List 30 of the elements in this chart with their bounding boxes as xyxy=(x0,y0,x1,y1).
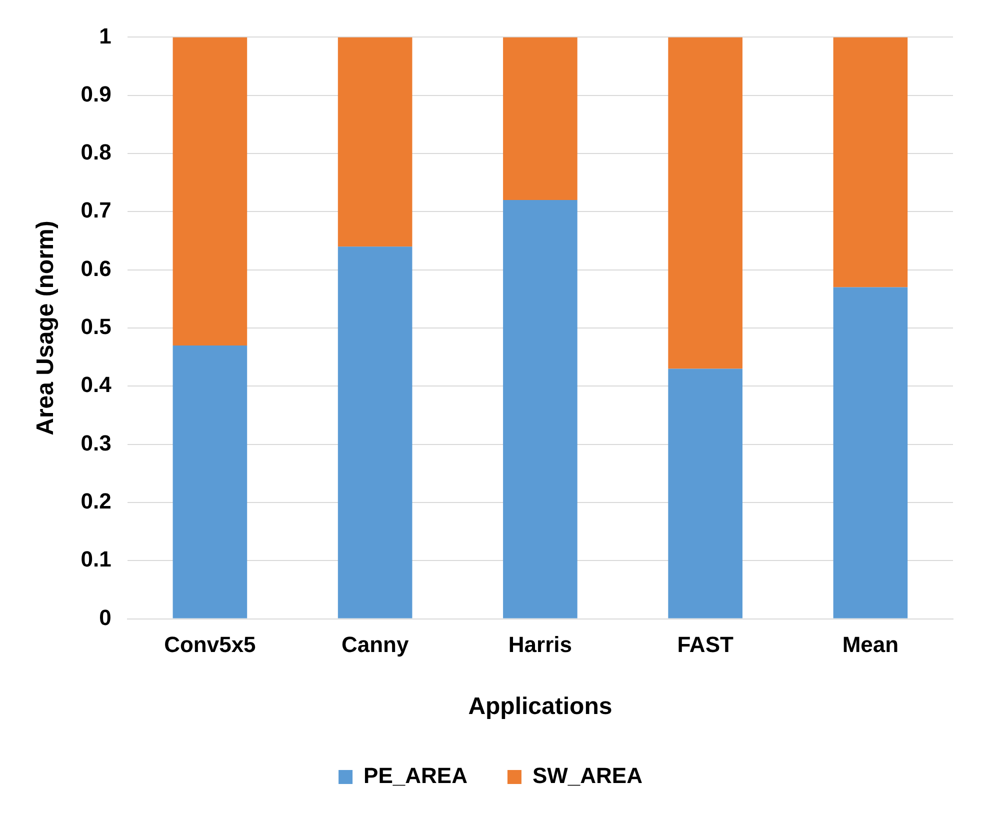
y-tick-label: 0.7 xyxy=(80,198,112,223)
bar xyxy=(338,246,412,618)
x-tick-label: Conv5x5 xyxy=(164,632,256,658)
bar xyxy=(833,37,908,288)
legend-label: PE_AREA xyxy=(364,763,468,788)
x-tick-label: Mean xyxy=(842,632,899,658)
x-tick-label: FAST xyxy=(677,632,734,658)
bar xyxy=(172,345,248,618)
x-tick-label: Canny xyxy=(341,632,410,658)
y-tick-label: 0 xyxy=(99,604,112,630)
y-tick-label: 0.6 xyxy=(80,256,112,281)
y-axis-title: Area Usage (norm) xyxy=(32,220,60,436)
bar xyxy=(503,37,578,200)
bar xyxy=(833,287,908,618)
y-tick-label: 1 xyxy=(99,23,112,48)
y-tick-label: 0.5 xyxy=(80,314,112,340)
y-tick-label: 0.1 xyxy=(80,546,112,572)
bar xyxy=(338,37,412,247)
y-tick-label: 0.2 xyxy=(80,488,112,514)
bar xyxy=(503,200,578,618)
bar xyxy=(668,368,742,618)
bar xyxy=(668,37,742,369)
legend-label: SW_AREA xyxy=(532,763,643,788)
x-tick-label: Harris xyxy=(508,632,572,658)
y-tick-label: 0.4 xyxy=(80,372,112,398)
y-tick-label: 0.8 xyxy=(80,140,112,165)
y-tick-label: 0.3 xyxy=(80,430,112,456)
y-tick-label: 0.9 xyxy=(80,81,112,106)
bar xyxy=(172,37,248,346)
x-axis-title: Applications xyxy=(468,693,612,720)
